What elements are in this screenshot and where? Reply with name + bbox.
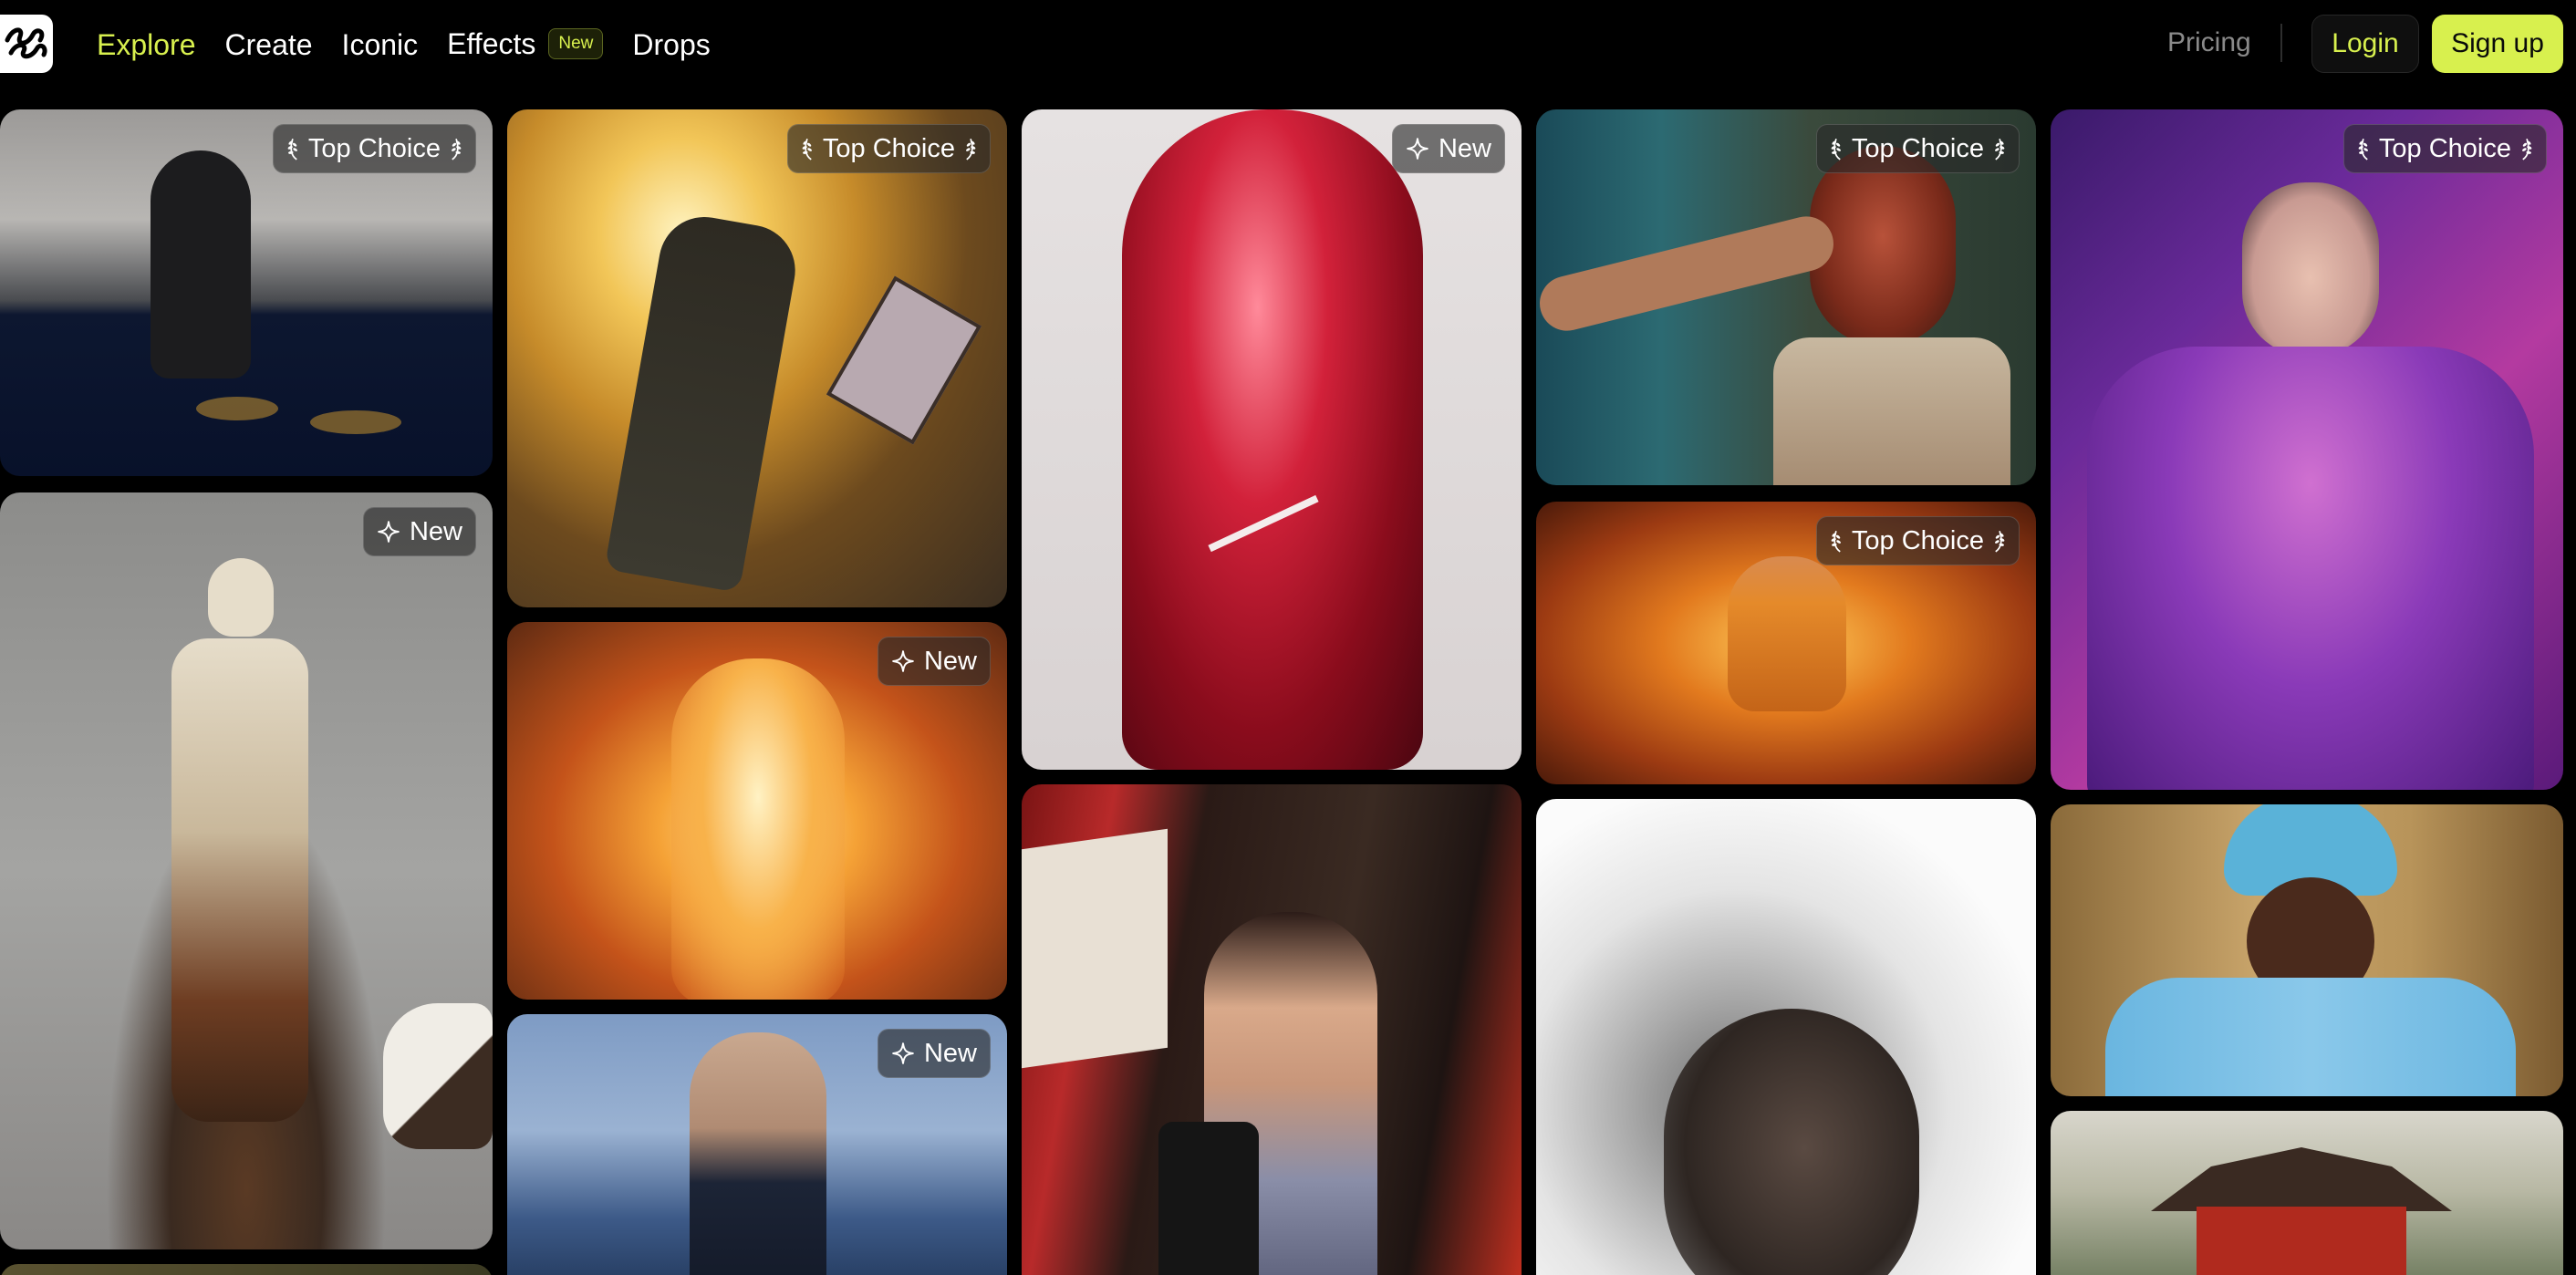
nav-effects-label: Effects [447,27,536,61]
tag-label: New [1438,133,1491,163]
fish-shape [196,397,278,420]
laurel-right-icon [1991,136,2006,161]
woman-figure-shape [690,1032,826,1275]
pricing-link[interactable]: Pricing [2167,27,2251,57]
chrome-figure-shape [1122,109,1423,770]
phone-shape [1158,1122,1259,1275]
face-shape [1664,1009,1919,1275]
squiggle-logo-icon[interactable] [0,15,53,73]
laurel-left-icon [1830,136,1844,161]
nav-drops[interactable]: Drops [632,27,711,61]
gallery-tile[interactable] [1536,799,2036,1275]
gallery-tile[interactable]: Top Choice [0,109,493,476]
tag-label: Top Choice [822,133,955,163]
pagoda-body-shape [2197,1207,2406,1275]
main-nav: Explore Create Iconic Effects New Drops [97,26,740,64]
laurel-left-icon [801,136,815,161]
laurel-left-icon [1830,528,1844,554]
gallery-tile[interactable]: Top Choice [507,109,1007,607]
sparkle-icon [1406,137,1429,161]
signup-button[interactable]: Sign up [2432,15,2563,73]
man-face-shape [1810,146,1956,347]
sparkle-icon [891,649,915,673]
top-choice-tag: Top Choice [1815,124,2020,173]
puffer-jacket-shape [2087,347,2534,790]
gallery-tile[interactable] [2051,1111,2563,1275]
gallery-tile[interactable] [1022,784,1522,1275]
fur-coat-shape [2105,978,2516,1096]
login-button[interactable]: Login [2311,15,2419,73]
gallery-tile[interactable] [0,1264,493,1275]
gallery-tile[interactable] [2051,804,2563,1096]
new-tag: New [1391,124,1505,173]
laurel-left-icon [286,136,301,161]
tag-label: Top Choice [1851,133,1984,163]
tag-label: Top Choice [2378,133,2511,163]
gallery-tile[interactable]: Top Choice [2051,109,2563,790]
laurel-right-icon [448,136,462,161]
sign-shape [1022,828,1168,1069]
skeleton-body-shape [171,638,308,1122]
laurel-left-icon [2357,136,2372,161]
top-nav-bar: Explore Create Iconic Effects New Drops P… [0,0,2576,91]
nav-explore[interactable]: Explore [97,27,196,61]
sparkle-icon [891,1042,915,1065]
hooded-figure-shape [151,150,251,378]
cat-shape [383,1003,493,1149]
skeleton-skull-shape [208,558,274,637]
laurel-right-icon [2519,136,2533,161]
laurel-right-icon [962,136,977,161]
fish-shape [310,410,401,434]
gallery-tile[interactable]: New [1022,109,1522,770]
laurel-right-icon [1991,528,2006,554]
flaming-skeleton-shape [671,658,845,1000]
nav-create[interactable]: Create [224,27,313,61]
gallery-tile[interactable]: New [507,622,1007,1000]
gallery-tile[interactable]: Top Choice [1536,502,2036,784]
nav-iconic[interactable]: Iconic [341,27,419,61]
woman-face-shape [2242,182,2379,356]
gallery-tile[interactable]: New [507,1014,1007,1275]
shirt-shape [1773,337,2010,485]
gallery-tile[interactable]: New [0,492,493,1249]
new-tag: New [362,507,476,556]
top-choice-tag: Top Choice [1815,516,2020,565]
new-tag: New [877,637,991,686]
tag-label: New [409,516,462,546]
monk-shape [1728,556,1846,711]
top-choice-tag: Top Choice [786,124,991,173]
top-choice-tag: Top Choice [2342,124,2547,173]
new-tag: New [877,1029,991,1078]
gallery-tile[interactable]: Top Choice [1536,109,2036,485]
tile-image [0,1264,493,1275]
tag-label: New [923,646,977,676]
sparkle-icon [377,520,400,544]
nav-divider [2280,24,2282,62]
top-choice-tag: Top Choice [272,124,476,173]
nav-effects[interactable]: Effects New [447,27,604,62]
tag-label: New [923,1038,977,1068]
tag-label: Top Choice [1851,525,1984,555]
tag-label: Top Choice [307,133,441,163]
new-badge: New [548,27,604,59]
